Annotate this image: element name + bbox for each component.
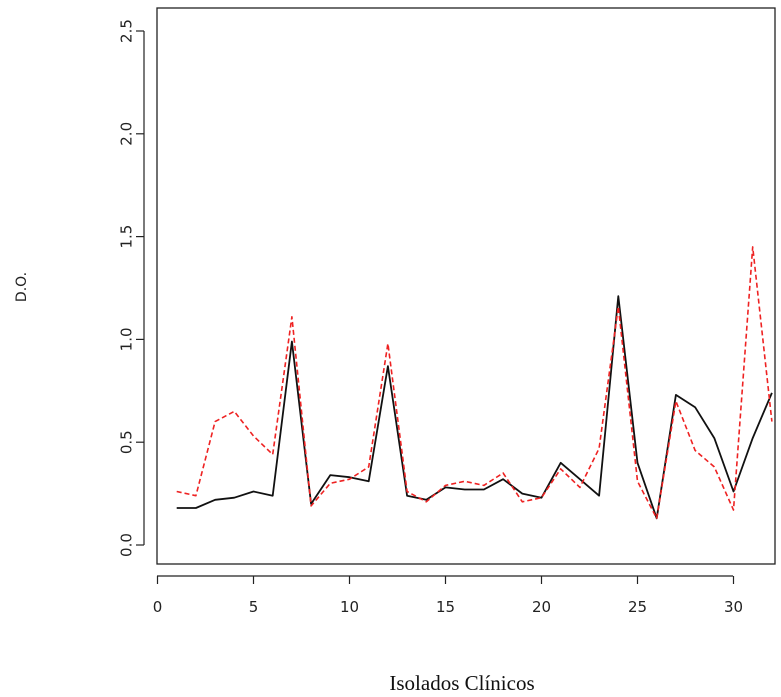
x-tick-label: 25 [628,598,647,616]
y-tick-label: 1.5 [118,225,136,249]
x-tick-label: 0 [153,598,163,616]
x-tick-label: 30 [724,598,743,616]
series-layer [176,246,773,520]
y-tick-label: 0.5 [118,430,136,454]
y-tick-label: 0.0 [118,533,136,557]
series-line-black-solid [176,295,773,520]
x-tick-label: 10 [340,598,359,616]
y-axis-label: D.O. [14,272,30,302]
x-axis-ticks: 0 5 10 15 20 25 30 [153,576,743,616]
y-tick-label: 1.0 [118,327,136,351]
y-axis-ticks: 0.0 0.5 1.0 1.5 2.0 2.5 [118,19,144,557]
x-tick-label: 20 [532,598,551,616]
x-tick-label: 15 [436,598,455,616]
plot-frame [156,7,776,565]
series-line-red-dashed [176,246,773,520]
y-tick-label: 2.0 [118,122,136,146]
x-axis-label: Isolados Clínicos [389,671,534,695]
y-tick-label: 2.5 [118,19,136,43]
x-tick-label: 5 [249,598,259,616]
